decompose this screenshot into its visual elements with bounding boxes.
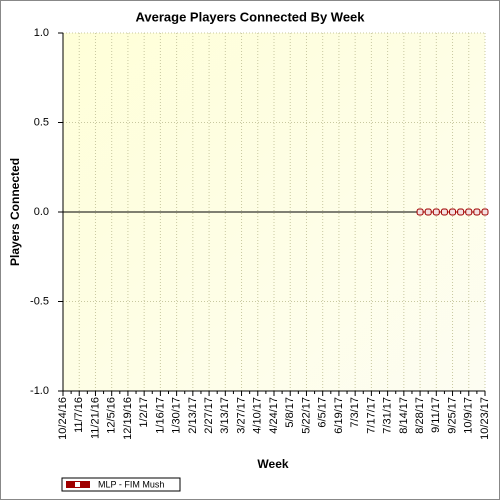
x-tick-label: 1/16/17 [154,397,166,434]
chart-title: Average Players Connected By Week [135,9,365,24]
x-tick-label: 1/2/17 [138,397,150,428]
x-tick-label: 6/19/17 [333,397,345,434]
y-tick-label: -1.0 [30,385,49,397]
data-point [465,208,473,216]
x-tick-label: 2/27/17 [203,397,215,434]
data-point [449,208,457,216]
x-tick-label: 3/13/17 [219,397,231,434]
x-tick-label: 5/8/17 [284,397,296,428]
data-point [432,208,440,216]
data-point [457,208,465,216]
data-point [481,208,489,216]
y-tick-label: 1.0 [34,27,49,39]
x-tick-label: 10/24/16 [57,397,69,440]
y-tick-label: 0.0 [34,206,49,218]
x-tick-label: 9/11/17 [430,397,442,433]
x-tick-label: 11/7/16 [73,397,85,433]
data-point [416,208,424,216]
x-tick-label: 11/21/16 [89,397,101,439]
x-tick-label: 6/5/17 [317,397,329,428]
data-point [424,208,432,216]
x-tick-label: 3/27/17 [235,397,247,434]
x-tick-label: 5/22/17 [300,397,312,434]
x-tick-label: 10/23/17 [479,397,491,440]
y-axis-label: Players Connected [8,158,22,266]
x-tick-label: 12/5/16 [106,397,118,434]
x-axis-label: Week [257,457,288,471]
data-point [473,208,481,216]
y-tick-label: 0.5 [34,116,49,128]
x-tick-label: 8/28/17 [414,397,426,434]
x-tick-label: 4/10/17 [252,397,264,434]
x-tick-label: 7/17/17 [365,397,377,434]
legend-marker [75,482,80,487]
x-tick-label: 7/3/17 [349,397,361,428]
x-tick-label: 12/19/16 [122,397,134,440]
legend-label: MLP - FIM Mush [98,479,164,489]
data-point [440,208,448,216]
x-tick-label: 9/25/17 [446,397,458,434]
y-tick-label: -0.5 [30,295,49,307]
x-tick-label: 8/14/17 [398,397,410,434]
x-tick-label: 1/30/17 [171,397,183,434]
x-tick-label: 4/24/17 [268,397,280,434]
x-tick-label: 10/9/17 [463,397,475,434]
legend-box [61,477,181,492]
x-tick-label: 7/31/17 [382,397,394,434]
x-tick-label: 2/13/17 [187,397,199,434]
